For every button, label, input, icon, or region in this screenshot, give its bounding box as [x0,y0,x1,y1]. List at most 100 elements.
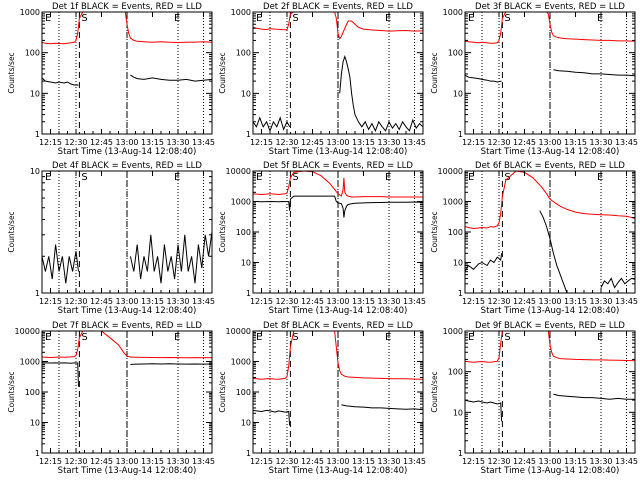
y-tick-label: 10 [241,89,251,98]
y-tick-label: 1 [458,289,463,298]
y-tick-label: 100 [236,49,251,58]
x-tick-label: 13:45 [403,138,426,147]
x-tick-label: 12:45 [301,138,324,147]
end-marker-left: E [468,172,474,183]
x-tick-label: 13:15 [141,457,164,466]
y-tick-label: 1 [246,449,251,458]
end-marker-right: E [597,13,603,24]
events-series-line [253,404,423,426]
x-tick-label: 12:15 [462,297,485,306]
start-marker: S [504,332,510,343]
x-tick-label: 13:45 [615,297,638,306]
end-marker-right: E [385,13,391,24]
x-tick-label: 12:45 [301,297,324,306]
x-tick-label: 13:30 [377,297,400,306]
y-tick-label: 100 [236,388,251,397]
x-tick-label: 13:00 [538,297,561,306]
lld-series-line [42,331,212,359]
x-tick-label: 12:30 [64,297,87,306]
panel-title: Det 3f BLACK = Events, RED = LLD [475,2,625,12]
events-series-line [465,210,635,293]
y-tick-label: 100 [448,228,463,237]
lld-series-line [253,331,423,380]
events-series-line [42,231,212,284]
x-tick-label: 12:15 [462,138,485,147]
x-tick-label: 13:30 [166,297,189,306]
start-marker: S [81,332,87,343]
x-tick-label: 13:15 [564,457,587,466]
end-marker-right: E [385,172,391,183]
x-tick-label: 13:45 [192,457,215,466]
y-axis-label: Counts/sec [430,52,439,93]
y-tick-label: 10 [453,259,463,268]
x-tick-label: 12:15 [250,297,273,306]
x-tick-label: 13:30 [377,457,400,466]
start-marker: S [292,332,298,343]
y-axis-label: Counts/sec [430,371,439,412]
x-axis-label: Start Time (13-Aug-14 12:08:40) [481,147,620,157]
x-tick-label: 12:30 [275,297,298,306]
x-tick-label: 12:30 [64,457,87,466]
x-tick-label: 13:00 [115,138,138,147]
y-tick-label: 10 [453,408,463,417]
panel-title: Det 9f BLACK = Events, RED = LLD [475,321,625,331]
x-tick-label: 12:30 [275,457,298,466]
x-tick-label: 13:00 [326,138,349,147]
x-tick-label: 13:15 [564,297,587,306]
end-marker-left: E [256,172,262,183]
x-tick-label: 12:45 [513,297,536,306]
x-tick-label: 12:45 [90,138,113,147]
y-axis-label: Counts/sec [430,211,439,252]
end-marker-right: E [597,332,603,343]
x-tick-label: 13:45 [192,138,215,147]
x-tick-label: 13:30 [166,138,189,147]
lld-series-line [253,171,423,198]
y-tick-label: 1000 [20,8,40,17]
y-tick-label: 10 [241,419,251,428]
y-tick-label: 100 [236,228,251,237]
x-tick-label: 13:00 [326,297,349,306]
lld-series-line [253,12,423,40]
y-tick-label: 10000 [226,167,251,176]
x-tick-label: 13:00 [538,457,561,466]
y-tick-label: 1 [35,289,40,298]
y-tick-label: 1000 [443,8,463,17]
end-marker-right: E [174,332,180,343]
start-marker: S [81,13,87,24]
x-tick-label: 13:15 [564,138,587,147]
y-tick-label: 1000 [443,198,463,207]
x-tick-label: 12:45 [301,457,324,466]
x-tick-label: 13:45 [615,457,638,466]
y-tick-label: 10000 [226,327,251,336]
x-tick-label: 13:30 [589,457,612,466]
x-tick-label: 12:30 [487,138,510,147]
y-tick-label: 10 [30,419,40,428]
y-tick-label: 1 [35,449,40,458]
x-tick-label: 13:30 [166,457,189,466]
events-series-line [465,393,635,422]
panel-title: Det 8f BLACK = Events, RED = LLD [263,321,413,331]
y-tick-label: 100 [25,49,40,58]
end-marker-left: E [256,13,262,24]
start-marker: S [81,172,87,183]
x-tick-label: 13:30 [589,138,612,147]
y-axis-label: Counts/sec [7,211,16,252]
y-tick-label: 100 [448,49,463,58]
x-tick-label: 12:30 [487,457,510,466]
x-tick-label: 13:15 [352,297,375,306]
y-axis-label: Counts/sec [218,52,227,93]
y-axis-label: Counts/sec [7,52,16,93]
y-tick-label: 1 [35,130,40,139]
x-tick-label: 12:30 [64,138,87,147]
end-marker-left: E [45,172,51,183]
x-tick-label: 12:15 [39,138,62,147]
panel-title: Det 6f BLACK = Events, RED = LLD [475,161,625,171]
